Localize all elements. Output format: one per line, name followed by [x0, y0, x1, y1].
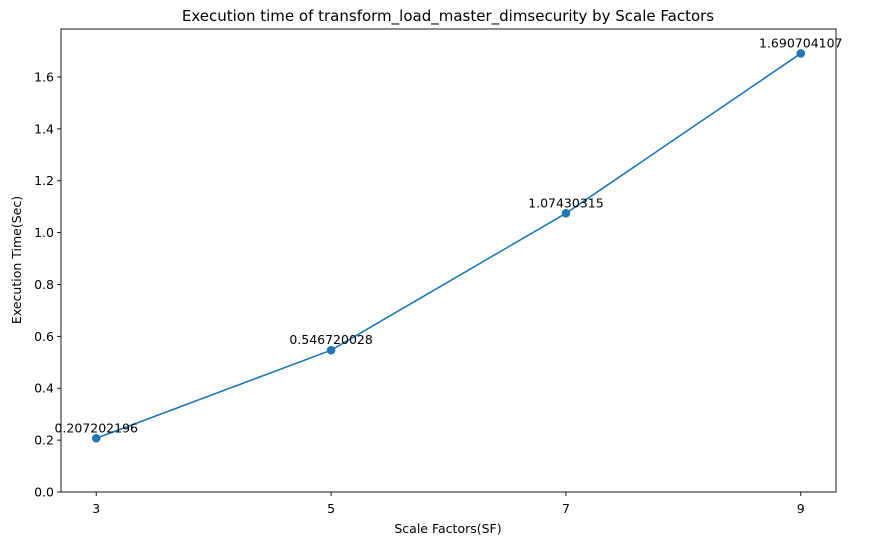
data-label: 0.207202196	[54, 420, 138, 435]
y-tick-label: 0.6	[34, 329, 54, 344]
data-label: 0.546720028	[289, 332, 373, 347]
data-label: 1.07430315	[528, 195, 604, 210]
y-axis-ticks: 0.0 0.2 0.4 0.6 0.8 1.0 1.2 1.4 1.6	[34, 69, 61, 500]
x-tick-label: 7	[562, 501, 570, 516]
data-point	[326, 345, 336, 355]
data-label: 1.690704107	[759, 35, 843, 50]
data-point	[561, 209, 571, 218]
x-axis-label: Scale Factors(SF)	[394, 521, 501, 536]
x-tick-label: 9	[797, 501, 805, 516]
y-tick-label: 0.8	[34, 277, 54, 292]
x-axis-ticks: 3 5 7 9	[92, 492, 805, 516]
y-tick-label: 1.0	[34, 225, 54, 240]
y-tick-label: 1.6	[34, 69, 54, 84]
plot-area: 0.0 0.2 0.4 0.6 0.8 1.0 1.2 1.4 1.6 3 5 7 9 0.20720…	[34, 28, 843, 516]
series-group: 0.207202196 0.546720028 1.07430315 1.690704…	[54, 35, 843, 443]
y-axis-label: Execution Time(Sec)	[9, 196, 24, 324]
y-tick-label: 1.4	[34, 121, 54, 136]
data-point	[796, 49, 806, 58]
y-tick-label: 0.0	[34, 485, 54, 500]
data-point	[91, 433, 101, 443]
y-tick-label: 0.2	[34, 433, 54, 448]
chart-title: Execution time of transform_load_master_…	[182, 7, 714, 26]
axes-frame	[60, 28, 837, 493]
y-tick-label: 0.4	[34, 381, 54, 396]
y-tick-label: 1.2	[34, 173, 54, 188]
series-line	[95, 52, 802, 440]
x-tick-label: 3	[92, 501, 100, 516]
x-tick-label: 5	[327, 501, 335, 516]
